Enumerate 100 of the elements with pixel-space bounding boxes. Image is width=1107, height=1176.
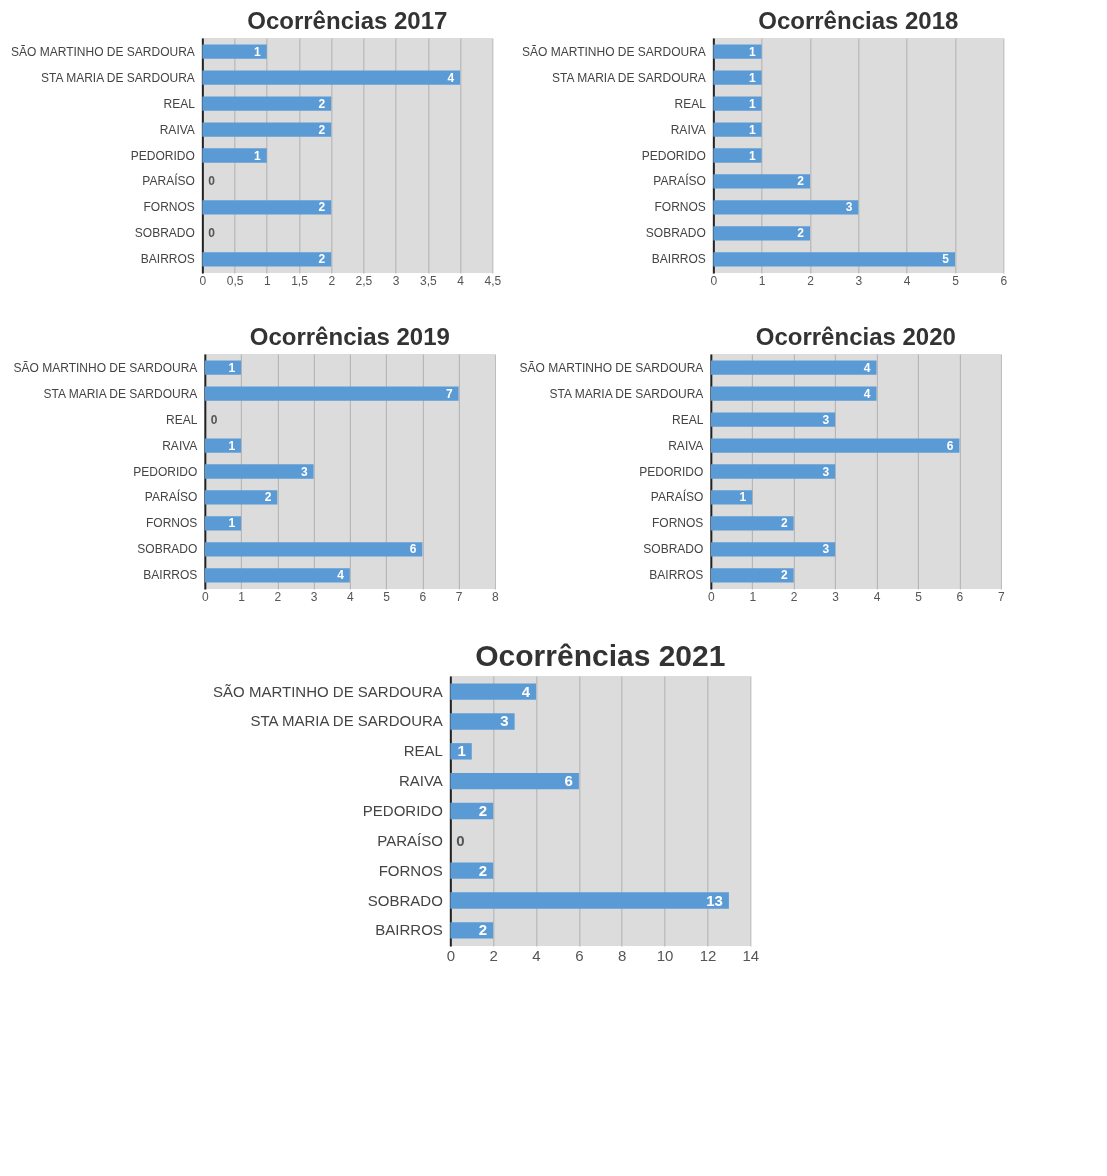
y-tick-label: PEDORIDO xyxy=(639,464,704,479)
bar xyxy=(710,542,836,557)
bar xyxy=(204,568,350,583)
y-tick-label: SOBRADO xyxy=(645,226,706,241)
bar xyxy=(202,148,267,163)
y-tick-label: SÃO MARTINHO DE SARDOURA xyxy=(11,44,195,59)
data-label: 7 xyxy=(445,386,453,401)
bar xyxy=(450,862,494,879)
chart-title: Ocorrências 2018 xyxy=(758,7,959,34)
y-tick-label: PARAÍSO xyxy=(142,173,195,189)
data-label: 3 xyxy=(300,464,308,479)
data-label: 2 xyxy=(781,568,788,583)
y-tick-label: STA MARIA DE SARDOURA xyxy=(549,386,704,401)
x-tick-label: 6 xyxy=(1000,273,1008,288)
y-tick-label: PARAÍSO xyxy=(650,489,704,505)
x-tick-label: 14 xyxy=(742,946,760,964)
data-label: 0 xyxy=(210,412,218,427)
bar xyxy=(204,542,423,557)
y-tick-label: SOBRADO xyxy=(367,891,443,909)
bar xyxy=(204,360,242,375)
x-tick-label: 4,5 xyxy=(484,273,502,288)
data-label: 1 xyxy=(254,148,262,163)
data-label: 6 xyxy=(946,438,954,453)
x-tick-label: 2,5 xyxy=(355,273,373,288)
bar xyxy=(713,226,810,241)
bar xyxy=(450,713,515,730)
x-tick-label: 6 xyxy=(575,946,584,964)
bar xyxy=(710,386,877,401)
data-label: 1 xyxy=(748,122,756,137)
data-label: 1 xyxy=(228,438,236,453)
data-label: 4 xyxy=(521,682,531,700)
y-tick-label: SOBRADO xyxy=(643,542,704,557)
x-tick-label: 3 xyxy=(310,589,318,604)
y-tick-label: FORNOS xyxy=(143,200,195,215)
bar xyxy=(202,44,267,59)
y-tick-label: FORNOS xyxy=(651,516,704,531)
x-tick-label: 2 xyxy=(489,946,498,964)
data-label: 1 xyxy=(748,96,756,111)
bar xyxy=(450,772,579,790)
data-label: 2 xyxy=(797,226,805,241)
bar xyxy=(204,438,242,453)
data-label: 3 xyxy=(822,412,830,427)
y-tick-label: RAIVA xyxy=(162,438,198,453)
data-label: 2 xyxy=(318,96,326,111)
data-label: 1 xyxy=(228,360,236,375)
bar xyxy=(710,464,836,479)
bar xyxy=(710,438,960,453)
x-tick-label: 4 xyxy=(457,273,465,288)
x-tick-label: 5 xyxy=(383,589,391,604)
x-tick-label: 3 xyxy=(832,589,840,604)
x-tick-label: 6 xyxy=(419,589,427,604)
x-tick-label: 0 xyxy=(199,273,207,288)
data-label: 0 xyxy=(456,831,465,849)
x-tick-label: 0,5 xyxy=(226,273,244,288)
x-tick-label: 0 xyxy=(707,589,715,604)
x-tick-label: 1 xyxy=(749,589,757,604)
x-tick-label: 7 xyxy=(997,589,1005,604)
data-label: 1 xyxy=(748,44,756,59)
y-tick-label: RAIVA xyxy=(159,122,195,137)
data-label: 1 xyxy=(254,44,262,59)
data-label: 2 xyxy=(478,921,488,939)
y-tick-label: BAIRROS xyxy=(651,252,706,267)
y-tick-label: REAL xyxy=(671,412,704,427)
bar xyxy=(202,96,332,111)
x-tick-label: 2 xyxy=(790,589,798,604)
x-tick-label: 3,5 xyxy=(420,273,438,288)
bar xyxy=(710,568,794,583)
bar xyxy=(713,200,859,215)
bar xyxy=(202,70,461,85)
data-label: 6 xyxy=(409,542,417,557)
x-tick-label: 1 xyxy=(238,589,246,604)
y-tick-label: BAIRROS xyxy=(143,568,198,583)
data-label: 2 xyxy=(318,122,326,137)
bar xyxy=(713,174,810,189)
bar xyxy=(710,412,836,427)
data-label: 1 xyxy=(457,742,466,760)
y-tick-label: BAIRROS xyxy=(649,568,704,583)
x-tick-label: 4 xyxy=(346,589,354,604)
y-tick-label: PARAÍSO xyxy=(144,489,198,505)
data-label: 1 xyxy=(739,490,747,505)
bar xyxy=(450,743,472,760)
data-label: 2 xyxy=(781,516,788,531)
x-tick-label: 1,5 xyxy=(291,273,309,288)
y-tick-label: REAL xyxy=(165,412,198,427)
bar xyxy=(204,516,242,531)
y-tick-label: PEDORIDO xyxy=(362,802,443,819)
x-tick-label: 3 xyxy=(392,273,400,288)
x-tick-label: 4 xyxy=(532,946,541,964)
y-tick-label: RAIVA xyxy=(670,122,706,137)
x-tick-label: 1 xyxy=(758,273,766,288)
bar xyxy=(202,252,332,267)
x-tick-label: 2 xyxy=(274,589,282,604)
x-tick-label: 7 xyxy=(455,589,463,604)
x-tick-label: 10 xyxy=(656,946,674,964)
data-label: 2 xyxy=(264,490,272,505)
data-label: 0 xyxy=(208,174,216,189)
y-tick-label: PEDORIDO xyxy=(133,464,198,479)
x-tick-label: 4 xyxy=(903,273,911,288)
x-tick-label: 0 xyxy=(446,946,455,964)
y-tick-label: STA MARIA DE SARDOURA xyxy=(250,712,443,730)
